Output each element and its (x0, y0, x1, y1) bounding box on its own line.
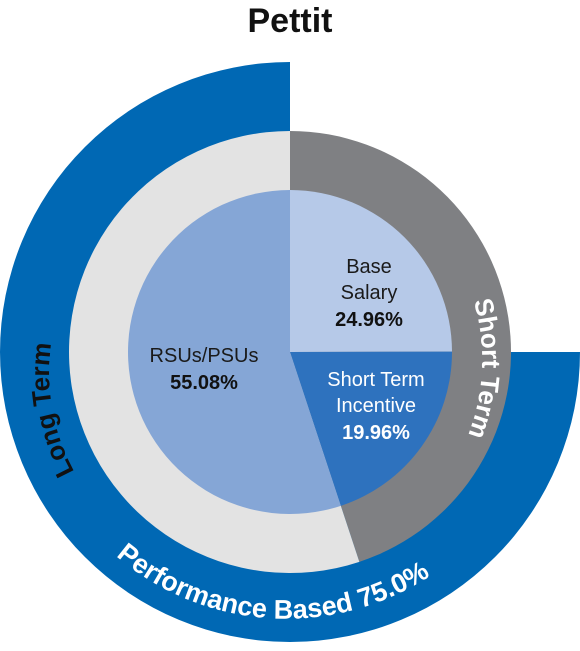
inner-value-base: 24.96% (335, 309, 403, 331)
inner-label-sti-1: Short Term (327, 369, 424, 391)
inner-label-sti-2: Incentive (336, 395, 416, 417)
pie-slice-0 (290, 190, 452, 352)
inner-value-sti: 19.96% (342, 422, 410, 444)
inner-label-base-2: Salary (341, 282, 398, 304)
pie-slice-2 (128, 190, 341, 514)
inner-value-rsus: 55.08% (170, 372, 238, 394)
inner-pie-group (128, 190, 453, 514)
pie-slice-1 (290, 351, 453, 506)
inner-label-rsus: RSUs/PSUs (150, 345, 259, 367)
chart-title: Pettit (247, 2, 333, 40)
inner-label-base-1: Base (346, 256, 392, 278)
